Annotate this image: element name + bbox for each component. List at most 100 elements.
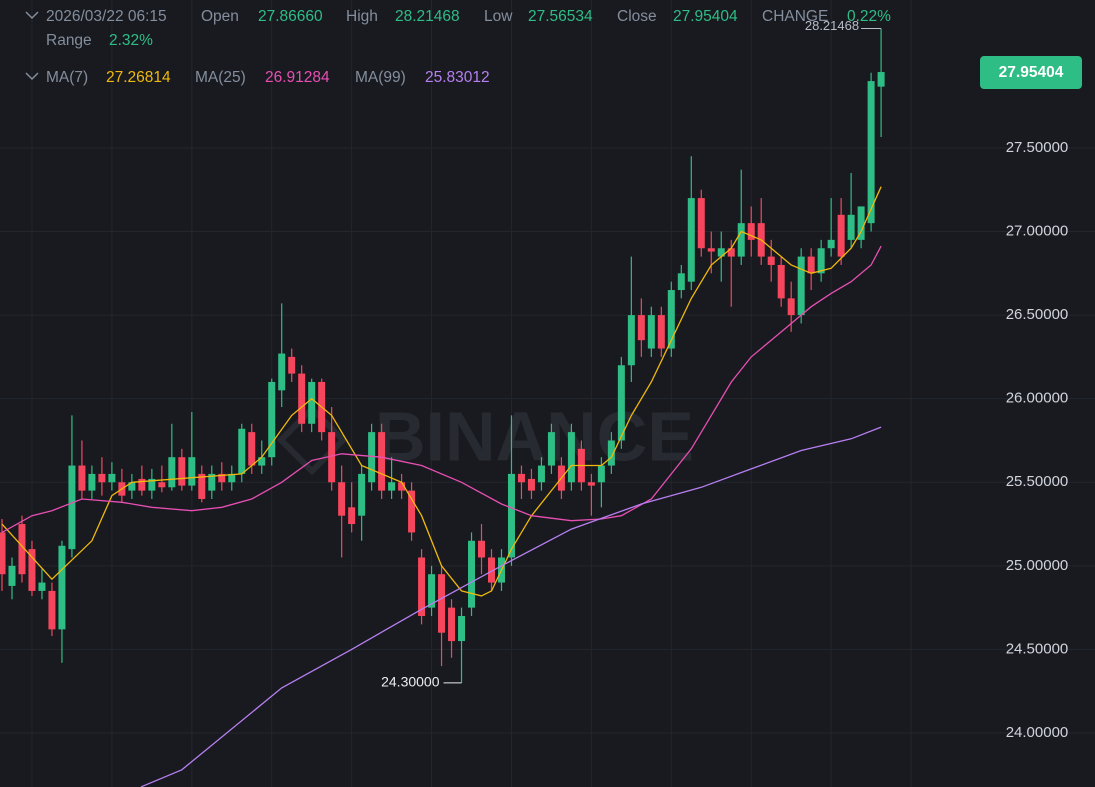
candle-body	[38, 582, 46, 591]
candle-body	[238, 428, 246, 474]
y-tick-label: 24.50000	[1006, 640, 1069, 657]
candle-body	[348, 507, 356, 525]
candle-body	[487, 557, 495, 583]
candle-body	[298, 373, 306, 424]
candle-body	[787, 298, 795, 316]
candle-body	[587, 482, 595, 486]
candle-body	[448, 607, 456, 642]
watermark-text: BINANCE	[375, 397, 694, 475]
candle-body	[268, 381, 276, 458]
ma-line	[1, 245, 882, 533]
legend-name: MA(99)	[355, 69, 406, 86]
candle-body	[28, 549, 36, 591]
candle-body	[807, 256, 815, 274]
y-tick-label: 26.00000	[1006, 390, 1069, 407]
collapse-icon[interactable]	[25, 11, 39, 20]
candle-body	[108, 473, 116, 483]
candle-body	[847, 214, 855, 240]
candle-body	[358, 473, 366, 516]
candle-body	[837, 214, 845, 257]
time: 2026/03/22 06:15	[46, 8, 167, 25]
field-label: CHANGE	[762, 8, 828, 25]
plot	[0, 28, 885, 787]
header: 2026/03/22 06:15 Open 27.86660 High 28.2…	[25, 8, 891, 86]
candle-body	[338, 482, 346, 516]
watermark: BINANCE	[276, 397, 694, 475]
candle-body	[368, 432, 376, 483]
candle-body	[707, 248, 715, 252]
candle-body	[8, 565, 16, 586]
candle-body	[58, 545, 66, 630]
candle-body	[507, 473, 515, 558]
candle-body	[48, 590, 56, 630]
candle-body	[657, 315, 665, 349]
y-tick-label: 27.00000	[1006, 222, 1069, 239]
candle-body	[717, 248, 725, 257]
candle-body	[827, 239, 835, 249]
range-label: Range	[46, 32, 92, 49]
low-label: 24.30000	[381, 674, 440, 690]
candle-body	[128, 482, 136, 491]
candle-body	[677, 273, 685, 291]
candle-body	[388, 482, 396, 491]
candle-body	[737, 223, 745, 257]
candle-body	[378, 432, 386, 491]
candle-body	[727, 248, 735, 257]
candle-body	[617, 365, 625, 441]
price-axis: 24.00000 24.50000 25.00000 25.50000 26.00000…	[980, 56, 1082, 741]
legend-name: MA(25)	[195, 69, 246, 86]
candle-body	[248, 432, 256, 466]
ma-line	[140, 426, 882, 787]
candle-body	[428, 574, 436, 608]
y-tick-label: 25.00000	[1006, 557, 1069, 574]
candle-body	[138, 478, 146, 491]
candle-body	[18, 524, 26, 575]
legend-value: 26.91284	[265, 69, 330, 86]
y-tick-label: 25.50000	[1006, 473, 1069, 490]
candle-body	[567, 432, 575, 483]
candle-body	[637, 315, 645, 341]
candle-body	[218, 473, 226, 483]
candle-body	[78, 465, 86, 491]
candle-body	[597, 465, 605, 483]
high-label: 28.21468	[805, 18, 859, 33]
field-value: 27.86660	[258, 8, 323, 25]
candle-body	[198, 473, 206, 499]
candle-body	[857, 206, 865, 240]
candle-body	[418, 557, 426, 616]
last-price-box	[980, 56, 1082, 90]
candle-body	[208, 473, 216, 491]
candle-body	[98, 473, 106, 483]
candle-body	[627, 315, 635, 366]
candle-body	[288, 356, 296, 374]
candle-body	[777, 264, 785, 299]
field-value: 27.95404	[673, 8, 738, 25]
candle-body	[178, 457, 186, 486]
candle-body	[0, 532, 6, 575]
candle-body	[88, 473, 96, 491]
candle-body	[188, 457, 196, 486]
legend-name: MA(7)	[46, 69, 88, 86]
y-tick-label: 26.50000	[1006, 306, 1069, 323]
field-label: Close	[617, 8, 657, 25]
range-value: 2.32%	[109, 32, 153, 49]
candle-body	[817, 248, 825, 274]
candle-body	[458, 615, 466, 642]
candle-body	[797, 256, 805, 316]
candle-body	[258, 457, 266, 466]
candle-body	[537, 465, 545, 483]
candle-body	[148, 478, 156, 491]
candle-body	[527, 478, 535, 491]
field-label: Open	[201, 8, 239, 25]
collapse-icon[interactable]	[25, 72, 39, 81]
legend-value: 25.83012	[425, 69, 490, 86]
candle-body	[697, 198, 705, 249]
candle-body	[667, 290, 675, 349]
candle-body	[68, 465, 76, 550]
candle-body	[158, 482, 166, 488]
field-value: 0.22%	[847, 8, 891, 25]
